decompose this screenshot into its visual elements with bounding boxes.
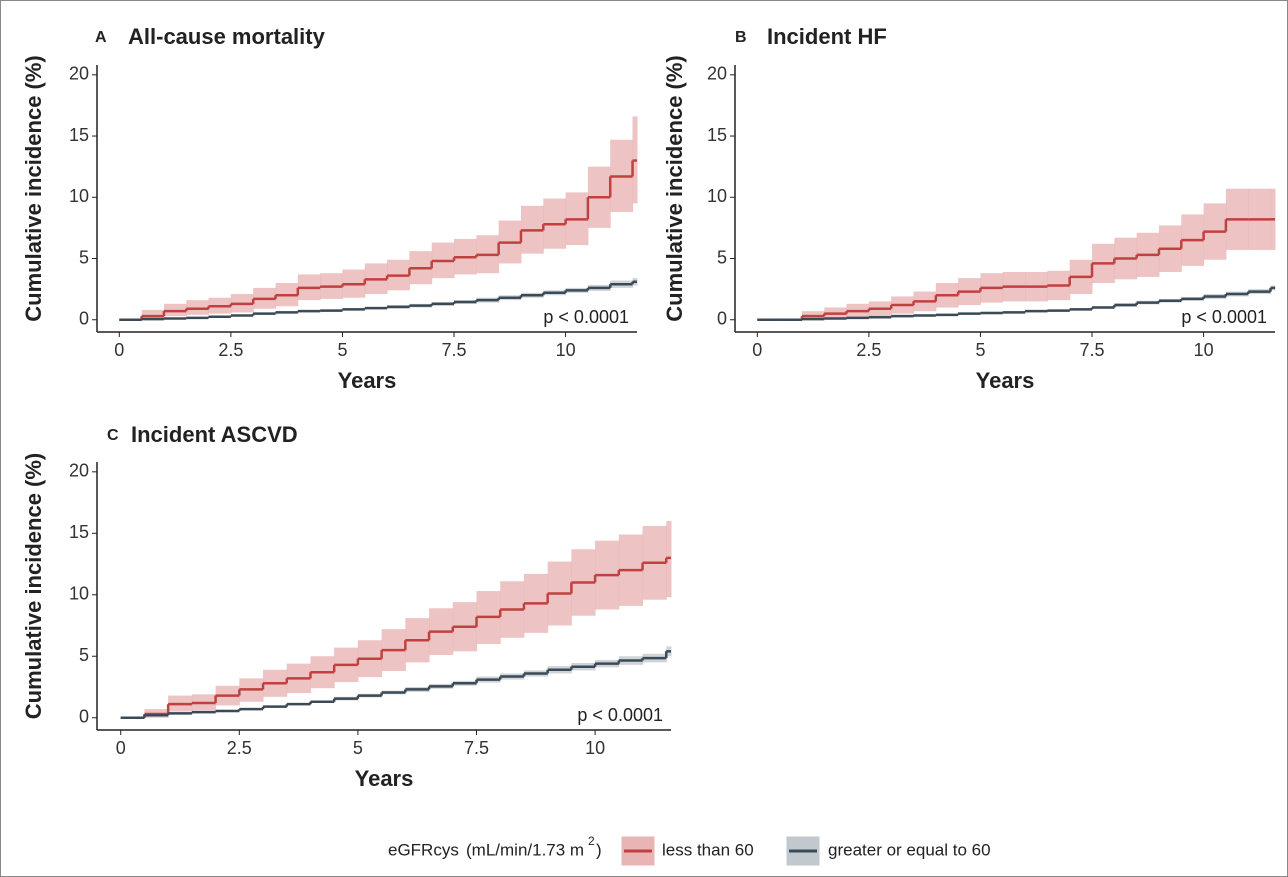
panel: A All-cause mortality 0 5 10 15 20 0 2.5 5 7.5 10 Ye…: [21, 24, 638, 393]
x-tick-label: 0: [116, 738, 126, 758]
legend-title: eGFRcys: [388, 840, 459, 859]
x-tick-label: 10: [556, 340, 576, 360]
x-tick-label: 5: [975, 340, 985, 360]
y-axis-label: Cumulative incidence (%): [662, 55, 687, 322]
x-tick-label: 10: [585, 738, 605, 758]
p-value-annotation: p < 0.0001: [1181, 307, 1267, 327]
y-tick-label: 5: [79, 247, 89, 267]
x-tick-label: 2.5: [227, 738, 252, 758]
x-tick-label: 10: [1194, 340, 1214, 360]
y-tick-label: 15: [707, 125, 727, 145]
x-axis-label: Years: [355, 766, 414, 791]
legend-label: greater or equal to 60: [828, 840, 991, 859]
legend: eGFRcys (mL/min/1.73 m 2 ): [388, 834, 602, 859]
y-axis-label: Cumulative incidence (%): [21, 55, 46, 322]
panel-title: Incident HF: [767, 24, 887, 49]
y-tick-label: 0: [717, 309, 727, 329]
x-tick-label: 7.5: [442, 340, 467, 360]
y-tick-label: 5: [79, 645, 89, 665]
x-tick-label: 7.5: [1080, 340, 1105, 360]
y-tick-label: 15: [69, 125, 89, 145]
panel-label: C: [107, 427, 119, 444]
x-tick-label: 0: [114, 340, 124, 360]
x-tick-label: 5: [337, 340, 347, 360]
y-axis-label: Cumulative incidence (%): [21, 453, 46, 720]
y-tick-label: 15: [69, 522, 89, 542]
legend-unit: (mL/min/1.73 m: [466, 840, 584, 859]
x-tick-label: 7.5: [464, 738, 489, 758]
p-value-annotation: p < 0.0001: [577, 705, 663, 725]
p-value-annotation: p < 0.0001: [543, 307, 629, 327]
y-tick-label: 20: [69, 461, 89, 481]
x-tick-label: 0: [752, 340, 762, 360]
panel-label: B: [735, 29, 747, 46]
y-tick-label: 20: [707, 64, 727, 84]
x-tick-label: 2.5: [218, 340, 243, 360]
panel-title: All-cause mortality: [128, 24, 326, 49]
y-tick-label: 0: [79, 706, 89, 726]
y-tick-label: 5: [717, 247, 727, 267]
x-tick-label: 5: [353, 738, 363, 758]
x-axis-label: Years: [338, 368, 397, 393]
y-tick-label: 10: [707, 186, 727, 206]
x-tick-label: 2.5: [856, 340, 881, 360]
y-tick-label: 10: [69, 584, 89, 604]
y-tick-label: 10: [69, 186, 89, 206]
legend-unit-end: ): [596, 840, 602, 859]
legend-label: less than 60: [662, 840, 754, 859]
x-axis-label: Years: [976, 368, 1035, 393]
panel-title: Incident ASCVD: [131, 422, 298, 447]
y-tick-label: 20: [69, 64, 89, 84]
y-tick-label: 0: [79, 309, 89, 329]
panel: B Incident HF 0 5 10 15 20 0 2.5 5 7.5 10 Years Cumul…: [662, 24, 1276, 393]
legend-unit-sup: 2: [588, 834, 595, 848]
panel: C Incident ASCVD 0 5 10 15 20 0 2.5 5 7.5 10 Years Cu…: [21, 422, 672, 791]
panel-label: A: [95, 29, 107, 46]
